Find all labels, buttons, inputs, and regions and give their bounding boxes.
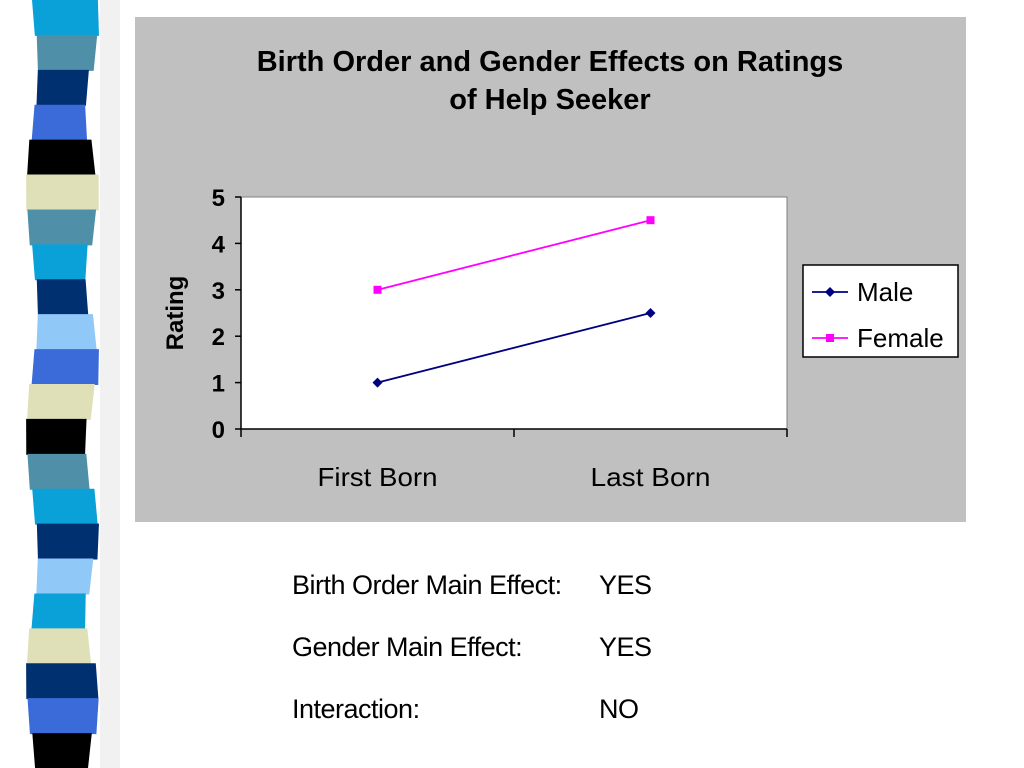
plot-area: [240, 196, 788, 430]
legend-label-male: Male: [857, 277, 913, 307]
y-tick-label: 0: [212, 417, 225, 444]
stripe-segment: [26, 628, 92, 665]
stripe-segment: [36, 279, 89, 316]
chart-title-line: Birth Order and Gender Effects on Rating…: [257, 46, 844, 78]
data-point-female: [646, 216, 655, 225]
x-category-label: Last Born: [591, 462, 711, 492]
stripe-segment: [36, 314, 97, 351]
stripe-segment: [26, 418, 87, 455]
data-point-male: [645, 308, 656, 318]
effect-value: YES: [599, 632, 652, 662]
stripe-segment: [32, 0, 99, 36]
legend-label-female: Female: [857, 323, 944, 353]
chart-title-line: of Help Seeker: [449, 84, 650, 116]
y-tick-label: 4: [212, 231, 226, 258]
stripe-segment: [26, 174, 99, 211]
effect-value: NO: [599, 694, 639, 724]
legend-marker-female: [826, 334, 834, 342]
stripe-segment: [26, 663, 99, 700]
stripe-segment: [27, 384, 95, 420]
stripe-shadow: [100, 0, 120, 768]
y-tick-label: 5: [212, 185, 225, 212]
stripe-segment: [32, 488, 98, 525]
decorative-stripe-border: [26, 0, 120, 768]
data-point-male: [372, 377, 383, 388]
line-chart: Birth Order and Gender Effects on Rating…: [162, 46, 959, 492]
effect-label: Interaction:: [292, 694, 420, 724]
chart-panel: Birth Order and Gender Effects on Rating…: [135, 17, 966, 522]
legend-marker-male: [825, 287, 835, 297]
stripe-segment: [36, 34, 98, 71]
stripe-segment: [27, 209, 97, 246]
series-line-male: [377, 312, 651, 384]
y-axis-title: Rating: [162, 276, 189, 351]
x-category-label: First Born: [318, 462, 438, 492]
y-tick-label: 2: [212, 324, 225, 351]
stripe-segment: [27, 453, 90, 490]
stripe-segment: [31, 349, 99, 385]
series-line-female: [377, 219, 651, 291]
stripe-segment: [32, 733, 92, 768]
stripe-segment: [36, 558, 94, 595]
stripe-segment: [27, 698, 99, 735]
legend-box: [802, 264, 959, 358]
stripe-segment: [32, 244, 88, 281]
stripe-segment: [27, 139, 96, 176]
effect-label: Birth Order Main Effect:: [292, 570, 562, 600]
stripe-segment: [36, 69, 89, 106]
stripe-segment: [36, 523, 99, 560]
effect-value: YES: [599, 570, 652, 600]
effect-label: Gender Main Effect:: [292, 632, 523, 662]
y-tick-label: 1: [212, 371, 225, 398]
stripe-segment: [31, 593, 86, 630]
data-point-female: [373, 285, 382, 294]
y-tick-label: 3: [212, 278, 225, 305]
stripe-segment: [31, 104, 88, 141]
